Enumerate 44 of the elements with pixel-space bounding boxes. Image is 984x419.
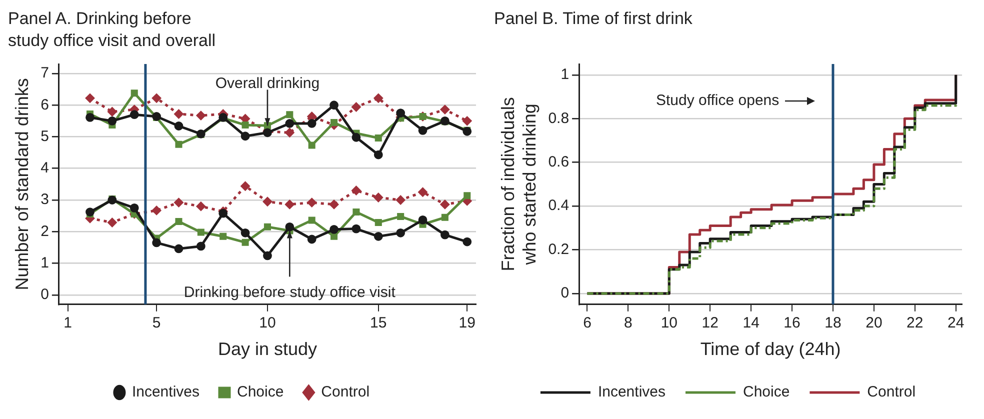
y-tick-label: 0 [560,284,570,302]
x-tick-label: 1 [64,314,72,332]
x-axis-title: Day in study [218,339,317,360]
y-tick-label: 7 [40,64,49,82]
x-tick-label: 5 [152,314,161,332]
x-tick-label: 20 [866,314,882,332]
x-tick-label: 8 [624,314,632,332]
y-tick-label: 0 [40,286,49,304]
x-tick-label: 22 [906,314,924,332]
y-axis-title: Number of standard drinks [12,78,32,290]
y-tick-label: 0.2 [548,240,570,258]
y-tick-label: 0.4 [548,197,570,214]
annotation: Drinking before study office visit [184,284,396,301]
legend-label: Incentives [132,384,200,401]
x-tick-label: 6 [583,314,592,332]
x-tick-label: 10 [660,314,678,332]
x-axis-title: Time of day (24h) [700,339,841,360]
y-tick-label: 2 [40,222,49,240]
x-tick-label: 12 [702,314,718,332]
y-tick-label: 1 [40,254,49,272]
x-tick-label: 18 [824,314,842,332]
legend-label: Control [321,384,370,401]
chart-title: Panel A. Drinking before study office visit and overall [8,8,217,52]
x-tick-label: 15 [370,314,387,332]
x-tick-label: 19 [458,314,476,332]
x-tick-label: 16 [784,314,800,332]
chart-title: Panel B. Time of first drink [494,8,694,30]
y-tick-label: 3 [40,191,49,208]
y-axis-title: Fraction of individuals who started drinking [498,97,540,272]
legend-label: Choice [236,384,284,401]
legend-label: Choice [742,384,790,401]
x-tick-label: 14 [742,314,760,332]
annotation: Overall drinking [215,74,320,92]
y-tick-label: 1 [560,66,570,84]
legend-label: Control [867,384,916,401]
y-tick-label: 6 [40,96,49,114]
y-tick-label: 0.6 [548,153,570,170]
y-tick-label: 0.8 [548,110,570,127]
x-tick-label: 24 [948,314,964,332]
legend-label: Incentives [598,384,666,401]
x-tick-label: 10 [259,314,276,332]
annotation: Study office opens [656,92,780,109]
y-tick-label: 5 [40,128,49,145]
y-tick-label: 4 [40,160,49,177]
